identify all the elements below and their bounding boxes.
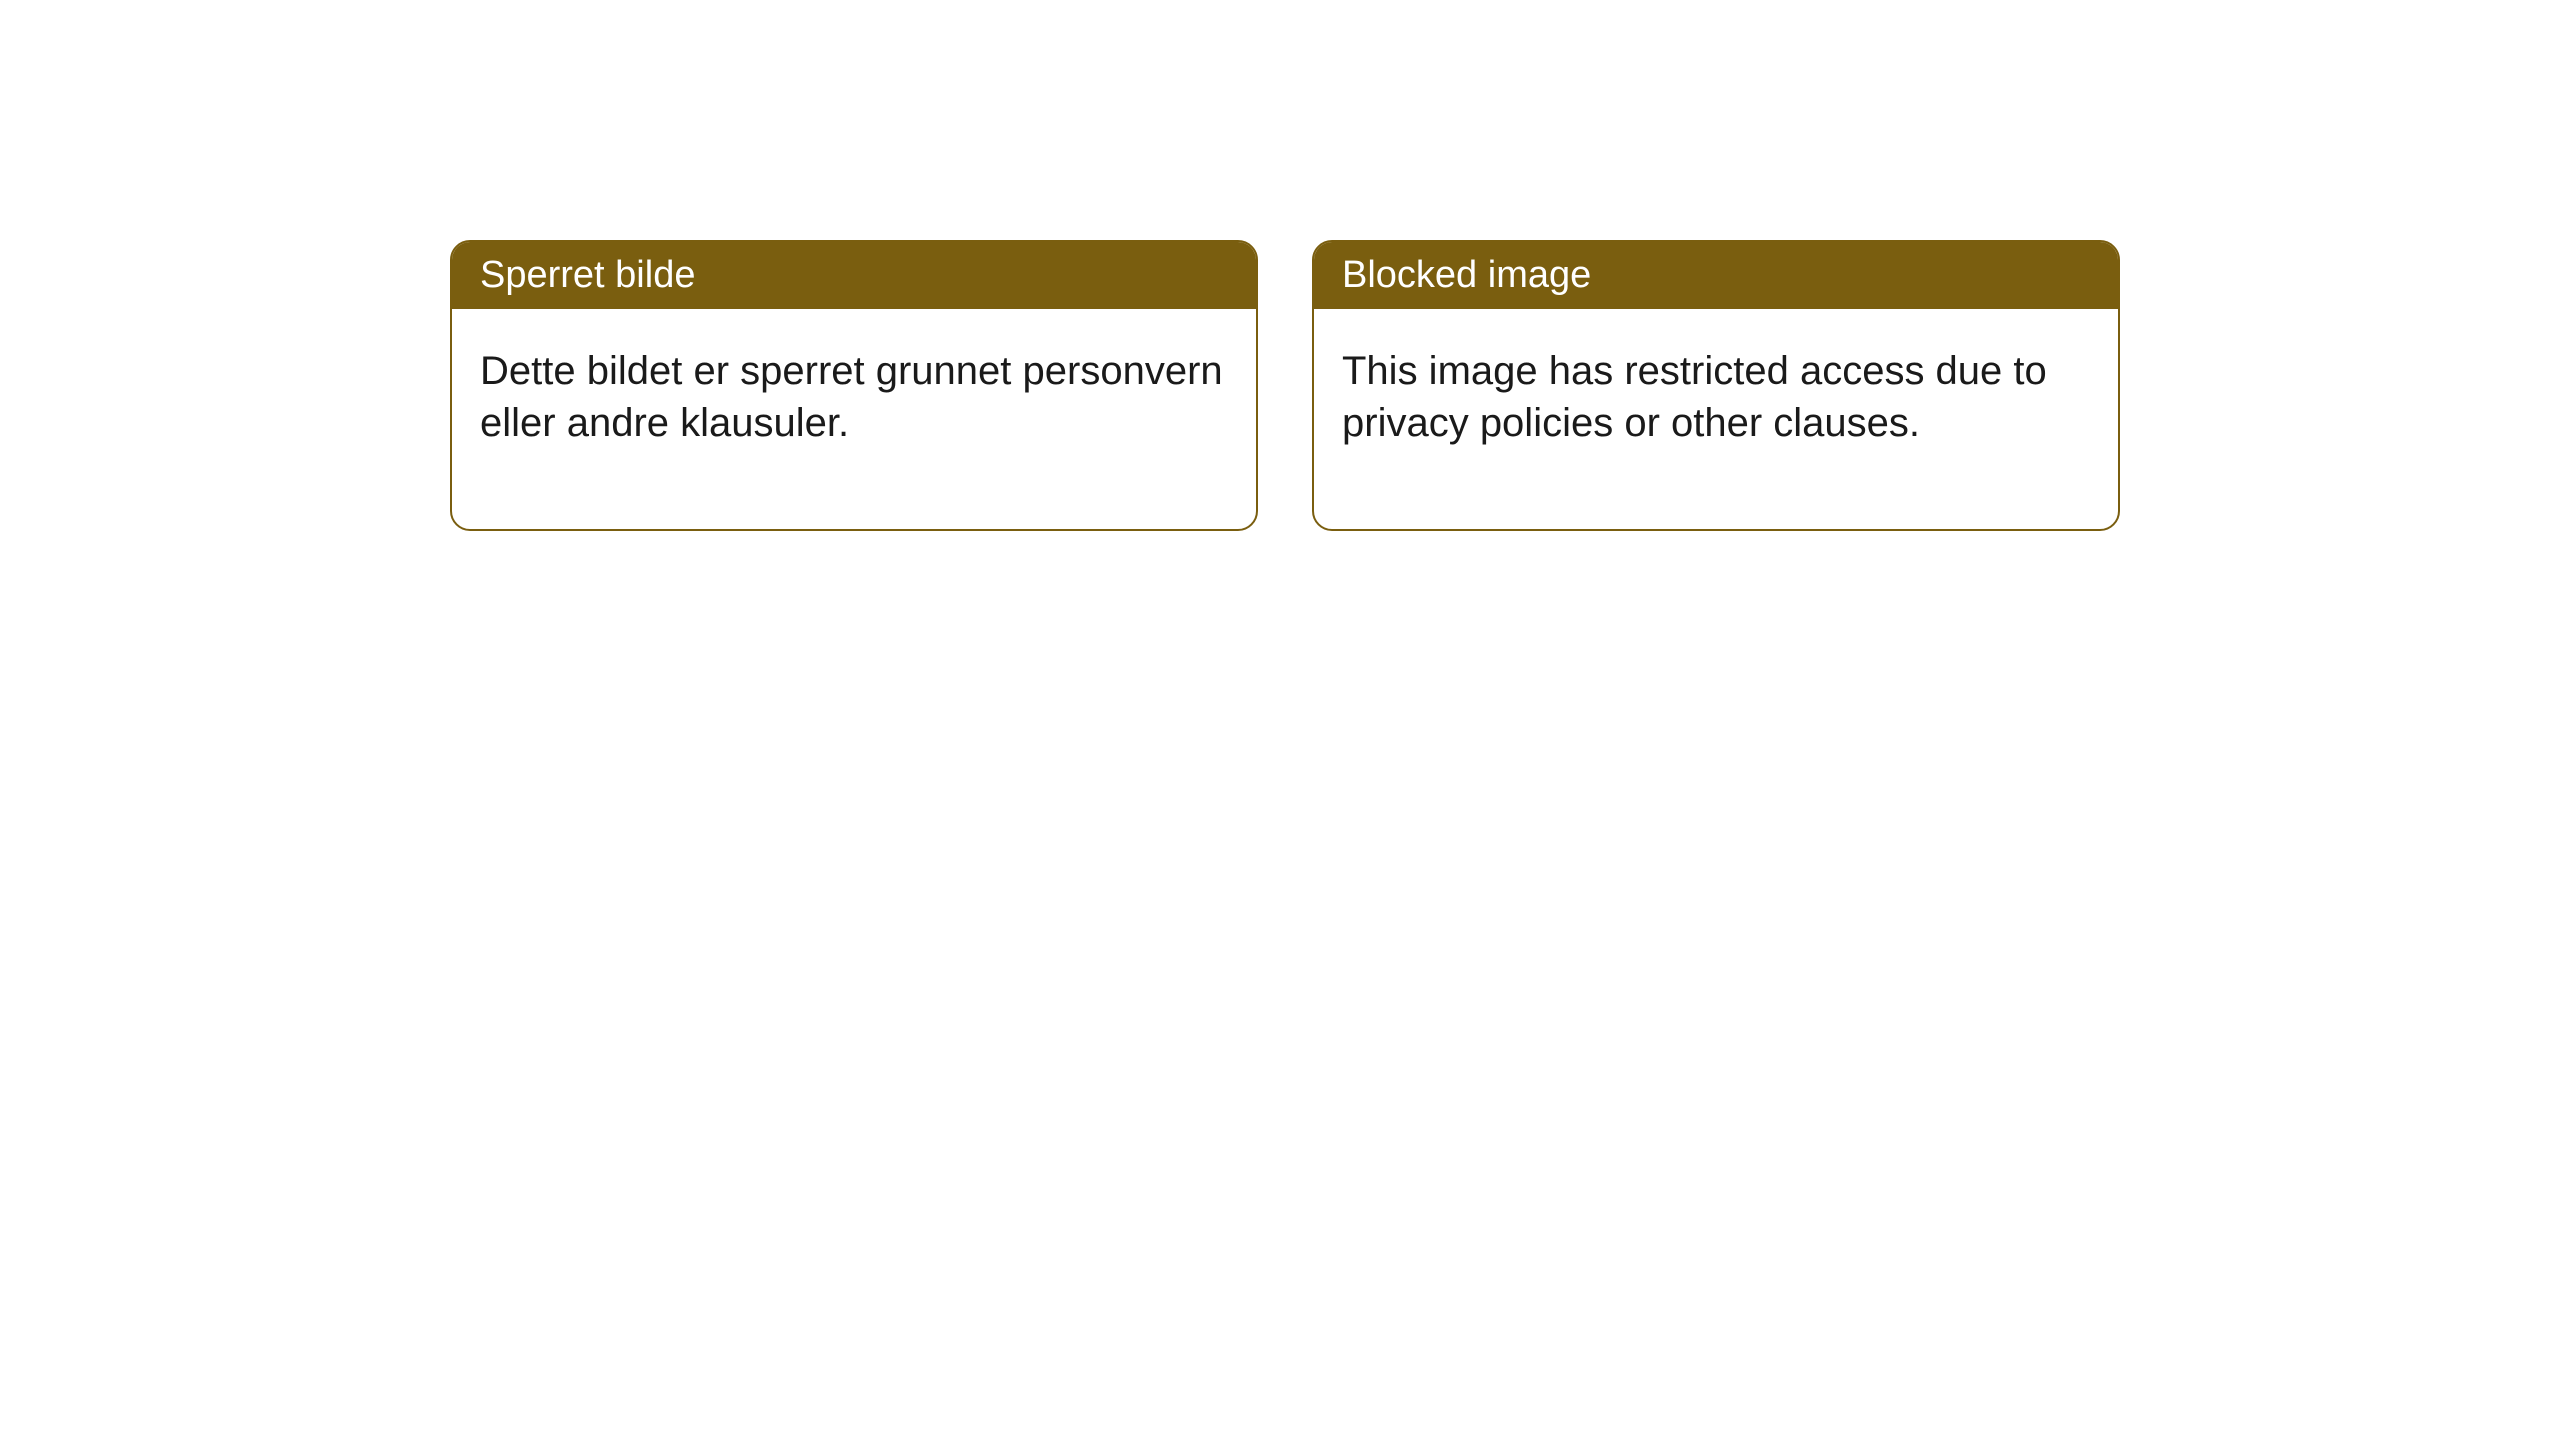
card-english: Blocked image This image has restricted …	[1312, 240, 2120, 531]
card-title-norwegian: Sperret bilde	[452, 242, 1256, 309]
card-title-english: Blocked image	[1314, 242, 2118, 309]
card-body-norwegian: Dette bildet er sperret grunnet personve…	[452, 309, 1256, 529]
cards-container: Sperret bilde Dette bildet er sperret gr…	[450, 240, 2120, 531]
card-norwegian: Sperret bilde Dette bildet er sperret gr…	[450, 240, 1258, 531]
card-body-english: This image has restricted access due to …	[1314, 309, 2118, 529]
